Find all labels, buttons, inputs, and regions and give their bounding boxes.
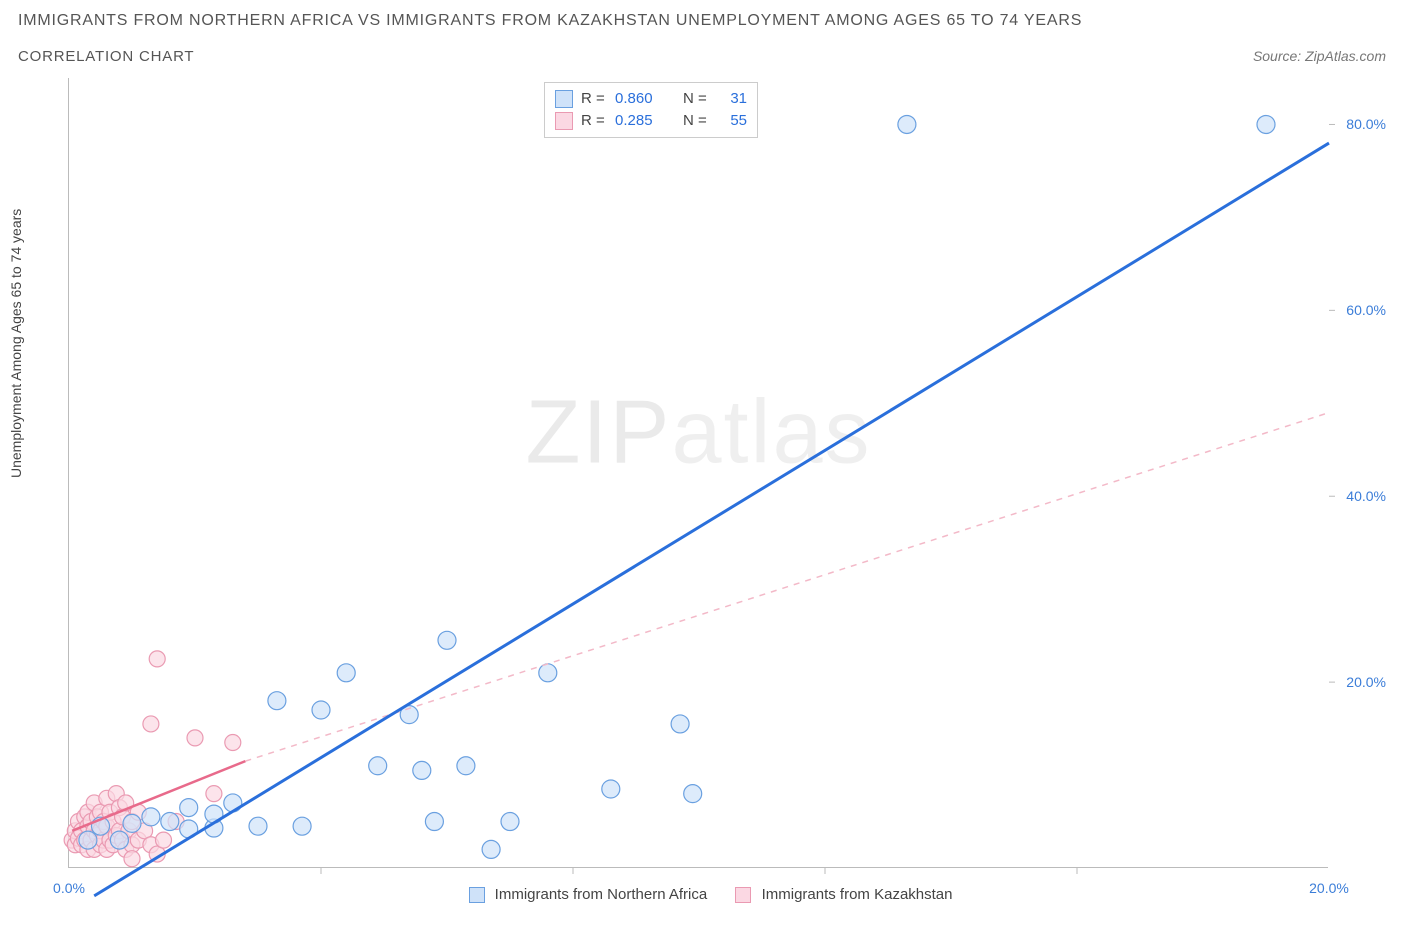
- r-label: R =: [581, 110, 607, 132]
- r-label: R =: [581, 88, 607, 110]
- chart-subtitle: CORRELATION CHART: [18, 48, 194, 65]
- series-b-label: Immigrants from Kazakhstan: [762, 886, 953, 903]
- y-tick-label: 80.0%: [1346, 116, 1386, 132]
- correlation-legend: R = 0.860 N = 31 R = 0.285 N = 55: [544, 82, 758, 138]
- chart-svg: [69, 78, 1329, 868]
- x-tick-label: 20.0%: [1309, 880, 1349, 896]
- bottom-legend: Immigrants from Northern Africa Immigran…: [69, 886, 1328, 903]
- n-value-pink: 55: [717, 110, 747, 132]
- legend-swatch-pink: [555, 112, 573, 130]
- y-tick-label: 40.0%: [1346, 488, 1386, 504]
- chart-container: Unemployment Among Ages 65 to 74 years Z…: [18, 78, 1388, 908]
- x-tick-label: 0.0%: [53, 880, 85, 896]
- chart-title: IMMIGRANTS FROM NORTHERN AFRICA VS IMMIG…: [18, 12, 1082, 30]
- r-value-blue: 0.860: [615, 88, 675, 110]
- legend-row-blue: R = 0.860 N = 31: [555, 88, 747, 110]
- series-a-label: Immigrants from Northern Africa: [495, 886, 708, 903]
- y-axis-label: Unemployment Among Ages 65 to 74 years: [8, 209, 24, 478]
- legend-swatch-blue: [555, 90, 573, 108]
- r-value-pink: 0.285: [615, 110, 675, 132]
- n-label: N =: [683, 88, 709, 110]
- source-label: Source: ZipAtlas.com: [1253, 48, 1386, 64]
- plot-area: ZIPatlas R = 0.860 N = 31 R = 0.285 N = …: [68, 78, 1328, 868]
- legend-swatch-series-b: [735, 887, 751, 903]
- legend-row-pink: R = 0.285 N = 55: [555, 110, 747, 132]
- y-tick-label: 60.0%: [1346, 302, 1386, 318]
- y-tick-label: 20.0%: [1346, 674, 1386, 690]
- legend-swatch-series-a: [469, 887, 485, 903]
- n-label: N =: [683, 110, 709, 132]
- n-value-blue: 31: [717, 88, 747, 110]
